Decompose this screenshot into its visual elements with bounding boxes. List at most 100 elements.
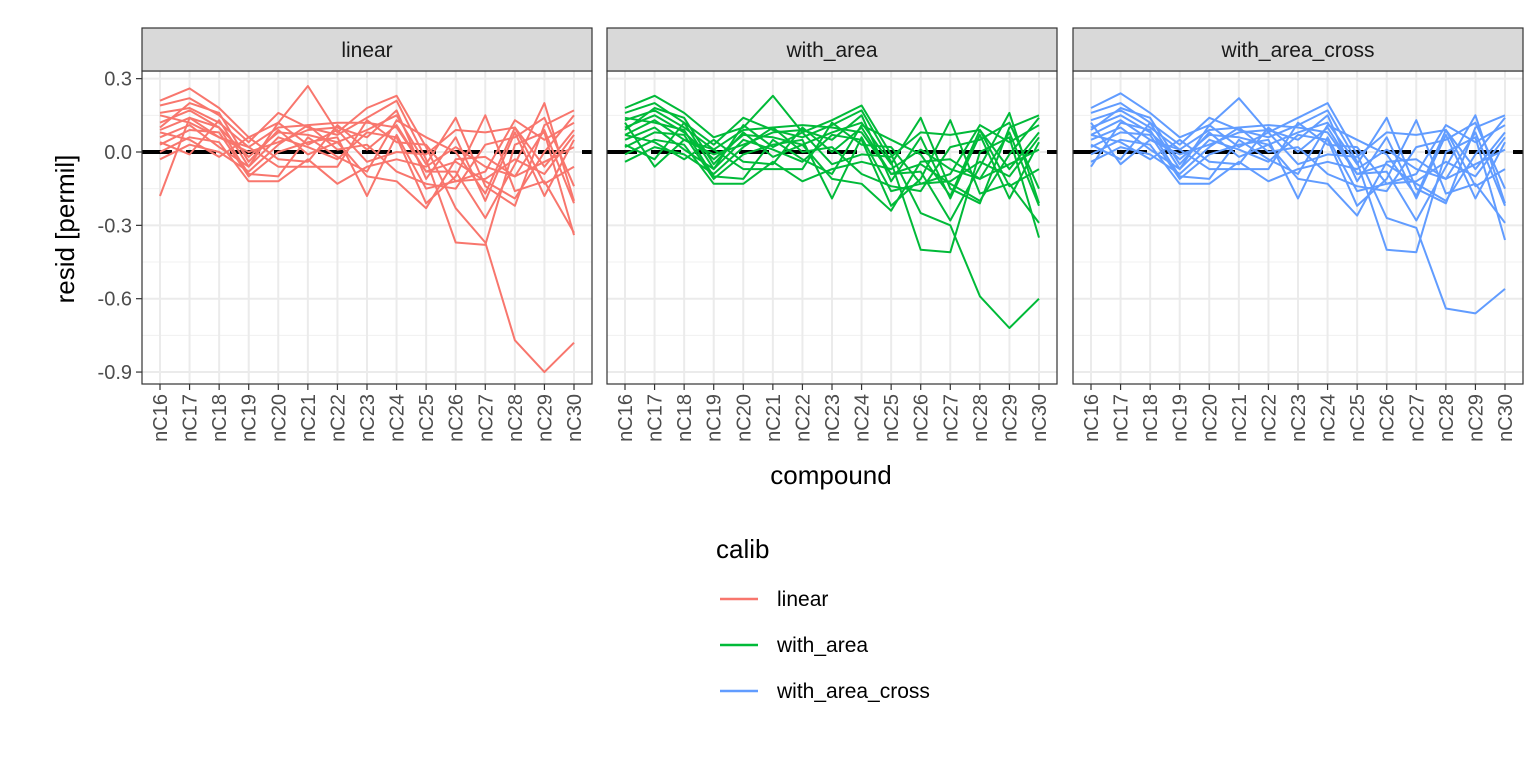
- series-line-with_area_cross-13: [1090, 121, 1506, 188]
- series-line-linear-11: [159, 102, 575, 210]
- x-tick-label: nC19: [704, 394, 726, 442]
- x-tick-label: nC27: [475, 394, 497, 442]
- y-axis-label: resid [permil]: [50, 155, 80, 304]
- series-line-linear-12: [159, 114, 575, 183]
- legend-entry-linear: linear: [720, 588, 828, 611]
- x-tick-label: nC19: [239, 394, 261, 442]
- x-tick-label: nC25: [416, 394, 438, 442]
- series-line-with_area_cross-14: [1090, 117, 1506, 202]
- x-tick-label: nC26: [446, 394, 468, 442]
- series-line-with_area-11: [624, 107, 1040, 212]
- facet-panels: linear nC16 nC17 nC18 nC19 nC20 nC21 nC22 nC23 nC…: [98, 27, 1524, 442]
- x-tick-label: nC22: [1258, 394, 1280, 442]
- x-tick-label: nC22: [792, 394, 814, 442]
- y-tick-label: -0.6: [98, 289, 132, 311]
- x-tick-label: nC29: [534, 394, 556, 442]
- series-line-with_area_cross-9: [1090, 121, 1506, 193]
- x-tick-label: nC24: [387, 394, 409, 442]
- series-line-with_area-10: [624, 116, 1040, 197]
- x-tick-label: nC23: [1288, 394, 1310, 442]
- x-tick-label: nC24: [1318, 394, 1340, 442]
- x-tick-label: nC28: [970, 394, 992, 442]
- y-tick-label: -0.3: [98, 215, 132, 237]
- x-tick-label: nC23: [357, 394, 379, 442]
- facet-panel-with_area_cross: with_area_cross nC16 nC17 nC18 nC19 nC20 nC21 n…: [1072, 27, 1524, 442]
- legend-entries: linear with_area with_area_cross: [720, 588, 930, 703]
- y-tick-label: 0.0: [104, 142, 132, 164]
- facet-strip-label: linear: [341, 39, 392, 62]
- x-tick-label: nC26: [1377, 394, 1399, 442]
- x-tick-label: nC25: [881, 394, 903, 442]
- facet-strip-label: with_area_cross: [1221, 39, 1375, 62]
- x-tick-label: nC19: [1170, 394, 1192, 442]
- facet-panel-linear: linear nC16 nC17 nC18 nC19 nC20 nC21 nC22 nC23 nC…: [98, 27, 593, 442]
- series-line-with_area-14: [624, 117, 1040, 202]
- series-line-linear-1: [159, 85, 575, 374]
- legend-entry-with_area_cross: with_area_cross: [720, 680, 930, 703]
- x-tick-label: nC16: [1081, 394, 1103, 442]
- x-tick-label: nC28: [1436, 394, 1458, 442]
- x-tick-label: nC18: [674, 394, 696, 442]
- x-tick-label: nC20: [1199, 394, 1221, 442]
- x-tick-label: nC18: [1140, 394, 1162, 442]
- facet-strip-label: with_area: [785, 39, 877, 62]
- series-line-linear-10: [159, 116, 575, 197]
- x-tick-label: nC29: [1465, 394, 1487, 442]
- x-tick-label: nC22: [327, 394, 349, 442]
- series-line-with_area_cross-8: [1090, 138, 1506, 185]
- y-tick-label: -0.9: [98, 362, 132, 384]
- series-line-with_area-8: [624, 138, 1040, 185]
- y-tick-label: 0.3: [104, 69, 132, 91]
- series-line-with_area_cross-1: [1090, 92, 1506, 315]
- series-line-with_area_cross-11: [1090, 107, 1506, 217]
- x-tick-label: nC21: [763, 394, 785, 442]
- series-line-linear-2: [159, 97, 575, 246]
- x-tick-label: nC17: [1111, 394, 1133, 442]
- x-tick-label: nC18: [209, 394, 231, 442]
- series-line-with_area-13: [624, 121, 1040, 188]
- x-tick-label: nC24: [852, 394, 874, 442]
- x-tick-label: nC27: [940, 394, 962, 442]
- x-tick-label: nC30: [1029, 394, 1051, 442]
- x-tick-label: nC30: [1495, 394, 1517, 442]
- legend-label: with_area_cross: [776, 680, 930, 703]
- series-line-linear-14: [159, 114, 575, 200]
- x-tick-label: nC17: [645, 394, 667, 442]
- series-line-linear-8: [159, 136, 575, 185]
- x-tick-label: nC28: [505, 394, 527, 442]
- x-tick-label: nC23: [822, 394, 844, 442]
- x-tick-label: nC27: [1406, 394, 1428, 442]
- series-line-linear-7: [159, 119, 575, 197]
- series-line-with_area-4: [624, 114, 1040, 205]
- x-axis-label: compound: [770, 460, 891, 490]
- series-line-linear-13: [159, 119, 575, 185]
- series-line-with_area_cross-12: [1090, 121, 1506, 185]
- x-tick-label: nC20: [268, 394, 290, 442]
- legend-label: with_area: [776, 634, 868, 657]
- x-tick-label: nC20: [733, 394, 755, 442]
- series-line-with_area_cross-10: [1090, 121, 1506, 197]
- series-line-with_area_cross-4: [1090, 114, 1506, 205]
- legend-label: linear: [777, 588, 828, 611]
- facet-strip: [606, 27, 1058, 72]
- x-tick-label: nC26: [911, 394, 933, 442]
- x-tick-label: nC21: [298, 394, 320, 442]
- facet-strip: [1072, 27, 1524, 72]
- facet-strip: [141, 27, 593, 72]
- series-line-linear-9: [159, 116, 575, 190]
- x-tick-label: nC21: [1229, 394, 1251, 442]
- legend-title: calib: [716, 534, 769, 564]
- x-tick-label: nC16: [615, 394, 637, 442]
- x-tick-label: nC17: [180, 394, 202, 442]
- legend: calib linear with_area with_area_cross: [716, 534, 930, 703]
- x-tick-label: nC16: [150, 394, 172, 442]
- series-line-with_area-12: [624, 121, 1040, 185]
- series-line-with_area-1: [624, 94, 1040, 329]
- x-tick-label: nC30: [564, 394, 586, 442]
- legend-entry-with_area: with_area: [720, 634, 868, 657]
- series-line-with_area-9: [624, 121, 1040, 193]
- facet-panel-with_area: with_area nC16 nC17 nC18 nC19 nC20 nC21 nC22 nC2…: [606, 27, 1058, 442]
- x-tick-label: nC29: [999, 394, 1021, 442]
- x-tick-label: nC25: [1347, 394, 1369, 442]
